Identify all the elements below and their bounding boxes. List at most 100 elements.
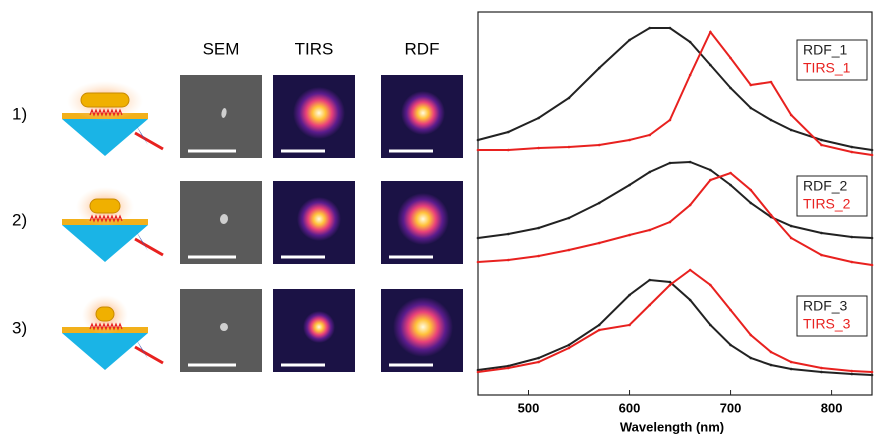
sem-particle	[219, 323, 228, 331]
data-point	[709, 283, 712, 287]
data-point	[688, 268, 692, 272]
data-point	[870, 148, 874, 152]
polarization	[136, 125, 148, 145]
data-point	[820, 366, 823, 370]
excitation-arrow	[134, 345, 164, 365]
data-point	[820, 370, 823, 374]
data-point	[749, 83, 753, 87]
data-point	[507, 366, 510, 370]
data-point	[537, 254, 540, 258]
tirs-spot	[297, 197, 341, 241]
data-point	[507, 232, 510, 236]
tirs-spot	[293, 87, 345, 139]
data-point	[769, 213, 773, 217]
data-point	[870, 263, 874, 267]
data-point	[850, 145, 854, 149]
data-point	[476, 138, 480, 142]
data-point	[537, 356, 540, 360]
data-point	[769, 80, 773, 84]
rdf-spot	[393, 297, 453, 357]
data-point	[507, 148, 510, 152]
legend-box	[796, 175, 868, 217]
data-point	[597, 201, 601, 205]
data-point	[729, 171, 732, 175]
row-label: 3)	[12, 318, 27, 337]
polarization	[136, 231, 148, 251]
data-point	[789, 236, 793, 240]
prism	[62, 333, 148, 370]
data-point	[476, 368, 480, 372]
data-point	[789, 128, 793, 132]
data-point	[628, 38, 631, 42]
data-point	[648, 133, 652, 137]
row-label: 1)	[12, 104, 27, 123]
data-point	[729, 86, 732, 90]
left-panels: SEM TIRS RDF 1) 2) 3)	[12, 39, 463, 372]
data-point	[567, 96, 571, 100]
sem-image	[180, 289, 262, 372]
data-point	[648, 170, 652, 174]
data-point	[507, 130, 510, 134]
data-point	[850, 369, 854, 373]
legend-box	[796, 295, 868, 337]
data-point	[628, 183, 631, 187]
legend-entry: RDF_2	[803, 178, 848, 194]
data-point	[567, 216, 571, 220]
x-tick-label: 600	[619, 400, 641, 415]
data-point	[507, 364, 510, 368]
data-point	[597, 241, 601, 245]
data-point	[688, 203, 692, 207]
sem-image	[180, 75, 262, 158]
data-point	[729, 183, 732, 187]
data-point	[709, 30, 712, 34]
data-point	[476, 236, 480, 240]
data-point	[709, 168, 712, 172]
x-tick-label: 500	[518, 400, 540, 415]
column-header: TIRS	[295, 39, 334, 58]
legend-entry: TIRS_2	[803, 196, 851, 212]
data-point	[628, 323, 631, 327]
row-label: 2)	[12, 210, 27, 229]
sem-particle	[219, 214, 229, 224]
data-point	[709, 178, 712, 182]
data-point	[597, 323, 601, 327]
data-point	[870, 236, 874, 240]
legend-entry: RDF_3	[803, 298, 848, 314]
field-spring	[89, 322, 123, 331]
data-point	[628, 293, 631, 297]
data-point	[648, 26, 652, 30]
data-point	[729, 308, 732, 312]
field-spring	[89, 108, 123, 117]
data-point	[870, 153, 874, 157]
data-point	[749, 333, 753, 337]
data-point	[648, 303, 652, 307]
field-spring	[89, 214, 123, 223]
data-point	[567, 346, 571, 350]
data-point	[597, 66, 601, 70]
x-tick-label: 800	[821, 400, 843, 415]
data-point	[668, 220, 672, 224]
data-point	[648, 228, 652, 232]
data-point	[729, 56, 732, 60]
x-tick-label: 700	[720, 400, 742, 415]
data-point	[820, 138, 823, 142]
data-point	[850, 150, 854, 154]
data-point	[628, 233, 631, 237]
data-point	[476, 260, 480, 264]
data-point	[850, 372, 854, 376]
nanoparticle	[95, 306, 115, 322]
data-point	[648, 278, 652, 282]
data-point	[537, 226, 540, 230]
data-point	[870, 373, 874, 377]
data-point	[537, 146, 540, 150]
data-point	[789, 113, 793, 117]
data-point	[820, 253, 823, 257]
column-header: RDF	[405, 39, 440, 58]
data-point	[688, 298, 692, 302]
data-point	[537, 116, 540, 120]
data-point	[668, 118, 672, 122]
data-point	[870, 370, 874, 374]
polarization	[136, 339, 148, 359]
sem-particle	[221, 108, 227, 118]
